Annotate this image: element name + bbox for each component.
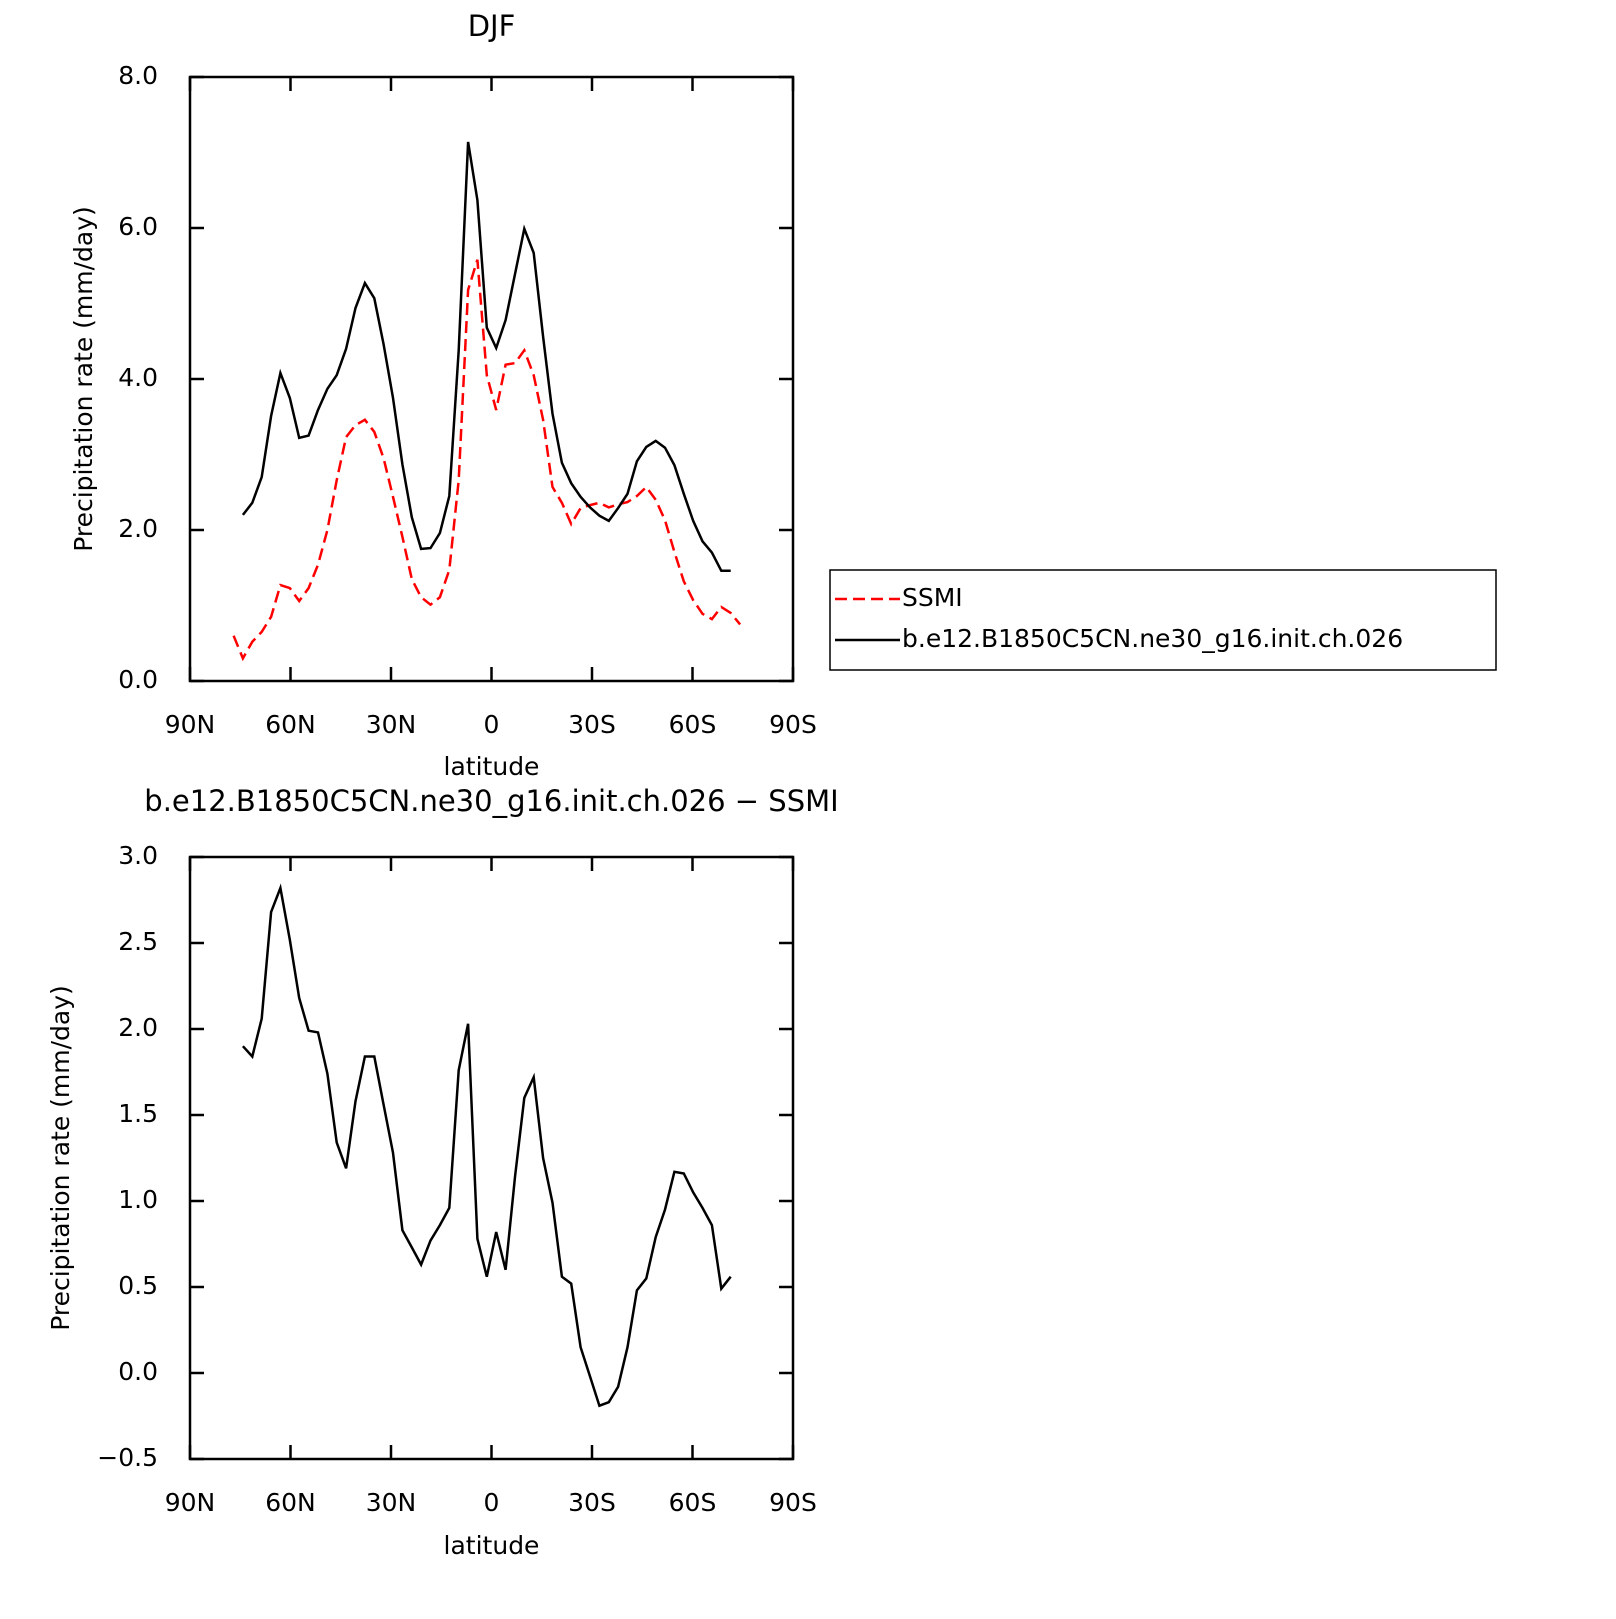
chart-title: DJF: [468, 9, 516, 43]
x-tick-label: 30N: [366, 710, 417, 739]
x-axis-label: latitude: [444, 752, 540, 781]
y-axis-label: Precipitation rate (mm/day): [69, 206, 98, 552]
data-line: [232, 259, 742, 662]
data-line: [241, 141, 731, 573]
y-tick-label: −0.5: [97, 1443, 158, 1472]
x-tick-label: 90N: [165, 710, 216, 739]
x-axis-label: latitude: [444, 1531, 540, 1560]
y-tick-label: 0.5: [118, 1271, 158, 1300]
x-tick-label: 30S: [568, 1488, 616, 1517]
legend-box: [829, 569, 1497, 671]
y-tick-label: 6.0: [118, 212, 158, 241]
x-tick-label: 60S: [669, 710, 717, 739]
x-tick-label: 90S: [769, 710, 817, 739]
y-tick-label: 2.0: [118, 514, 158, 543]
data-line: [241, 883, 732, 1408]
x-tick-label: 0: [484, 1488, 500, 1517]
legend-label: b.e12.B1850C5CN.ne30_g16.init.ch.026: [902, 624, 1403, 653]
y-tick-label: 0.0: [118, 1357, 158, 1386]
y-tick-label: 1.0: [118, 1185, 158, 1214]
chart-title: b.e12.B1850C5CN.ne30_g16.init.ch.026 − S…: [144, 784, 838, 818]
legend-label: SSMI: [902, 583, 963, 612]
y-tick-label: 1.5: [118, 1099, 158, 1128]
y-tick-label: 2.0: [118, 1013, 158, 1042]
plot-frame: [188, 75, 795, 683]
x-tick-label: 90N: [165, 1488, 216, 1517]
x-tick-label: 60N: [265, 1488, 316, 1517]
y-tick-label: 8.0: [118, 61, 158, 90]
y-axis-label: Precipitation rate (mm/day): [46, 985, 75, 1331]
y-tick-label: 4.0: [118, 363, 158, 392]
y-tick-label: 3.0: [118, 841, 158, 870]
x-tick-label: 30N: [366, 1488, 417, 1517]
x-tick-label: 30S: [568, 710, 616, 739]
x-tick-label: 0: [484, 710, 500, 739]
x-tick-label: 90S: [769, 1488, 817, 1517]
y-tick-label: 0.0: [118, 665, 158, 694]
x-tick-label: 60S: [669, 1488, 717, 1517]
x-tick-label: 60N: [265, 710, 316, 739]
plot-frame: [188, 855, 795, 1461]
y-tick-label: 2.5: [118, 927, 158, 956]
